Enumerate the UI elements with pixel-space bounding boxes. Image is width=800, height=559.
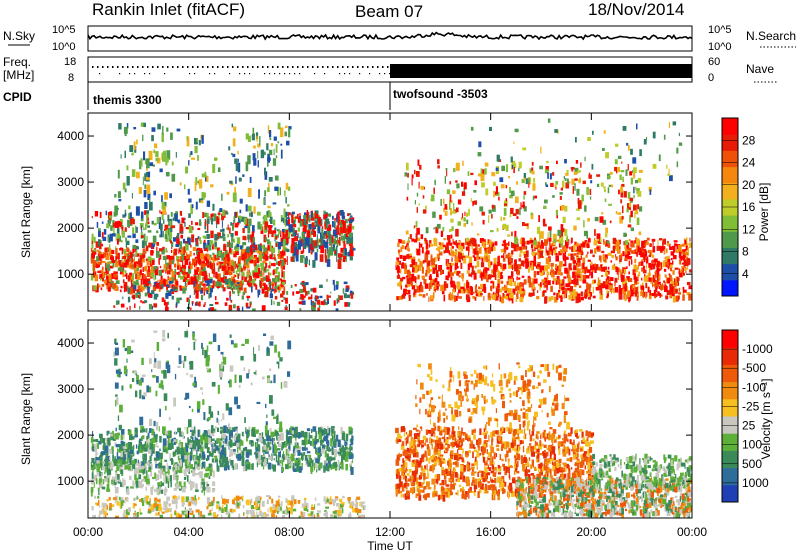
cpid-1: themis 3300 <box>93 93 162 107</box>
colorbar-tick: -1000 <box>742 342 773 356</box>
colorbar-tick: -25 <box>742 399 760 413</box>
xtick-label: 16:00 <box>476 525 506 539</box>
noise-right-tick-bottom: 10^0 <box>708 41 732 53</box>
colorbar-tick: 8 <box>742 245 749 259</box>
cpid-label: CPID <box>3 90 32 104</box>
ytick-label: 1000 <box>57 474 84 488</box>
freq-label-1: Freq. <box>3 55 31 69</box>
xtick-label: 08:00 <box>274 525 304 539</box>
ytick-label: 3000 <box>57 175 84 189</box>
date-title: 18/Nov/2014 <box>588 0 684 19</box>
xtick-label: 00:00 <box>73 525 103 539</box>
ytick-label: 1000 <box>57 267 84 281</box>
colorbar-tick: 1000 <box>742 476 769 490</box>
noise-left-tick-top: 10^5 <box>52 24 76 36</box>
frequency-panel: Freq. [MHz] 18 8 60 0 Nave CPID themis 3… <box>3 55 778 110</box>
freq-tick-top: 18 <box>64 56 76 68</box>
ytick-label: 2000 <box>57 428 84 442</box>
noise-left-tick-bottom: 10^0 <box>52 41 76 53</box>
velocity-ylabel: Slant Range [km] <box>19 373 33 465</box>
power-colorbar: 4 8 12 16 20 24 28 <box>722 118 756 297</box>
xtick-label: 04:00 <box>174 525 204 539</box>
colorbar-tick: 4 <box>742 267 749 281</box>
xtick-label: 20:00 <box>576 525 606 539</box>
beam-title: Beam 07 <box>355 2 423 21</box>
nave-tick-bottom: 0 <box>708 72 714 84</box>
xtick-label: 00:00 <box>677 525 707 539</box>
colorbar-tick: 16 <box>742 200 756 214</box>
noise-left-label: N.Sky <box>3 29 35 43</box>
colorbar-tick: -500 <box>742 361 766 375</box>
ytick-label: 3000 <box>57 382 84 396</box>
colorbar-tick: 24 <box>742 156 756 170</box>
colorbar-tick: 25 <box>742 419 756 433</box>
freq-tick-bottom: 8 <box>68 72 74 84</box>
time-xlabel: Time UT <box>367 539 413 553</box>
colorbar-tick: 28 <box>742 133 756 147</box>
noise-right-label: N.Search <box>746 29 796 43</box>
freq-label-2: [MHz] <box>3 68 34 82</box>
ytick-label: 2000 <box>57 221 84 235</box>
nave-tick-top: 60 <box>708 56 720 68</box>
colorbar-tick: 12 <box>742 222 756 236</box>
station-title: Rankin Inlet (fitACF) <box>92 0 245 19</box>
colorbar-tick: 20 <box>742 178 756 192</box>
velocity-colorbar-label: Velocity [m s⁻¹] <box>759 378 773 459</box>
nave-label: Nave <box>746 62 774 76</box>
power-colorbar-label: Power [dB] <box>757 183 771 242</box>
ytick-label: 4000 <box>57 336 84 350</box>
noise-right-tick-top: 10^5 <box>708 24 732 36</box>
cpid-2: twofsound -3503 <box>393 87 488 101</box>
power-ylabel: Slant Range [km] <box>19 166 33 258</box>
xtick-label: 12:00 <box>375 525 405 539</box>
noise-panel: N.Sky 10^5 10^0 10^5 10^0 N.Search <box>3 24 796 53</box>
ytick-label: 4000 <box>57 129 84 143</box>
power-panel: Slant Range [km] 1000 2000 3000 4000 4 8 12 16… <box>19 113 771 314</box>
